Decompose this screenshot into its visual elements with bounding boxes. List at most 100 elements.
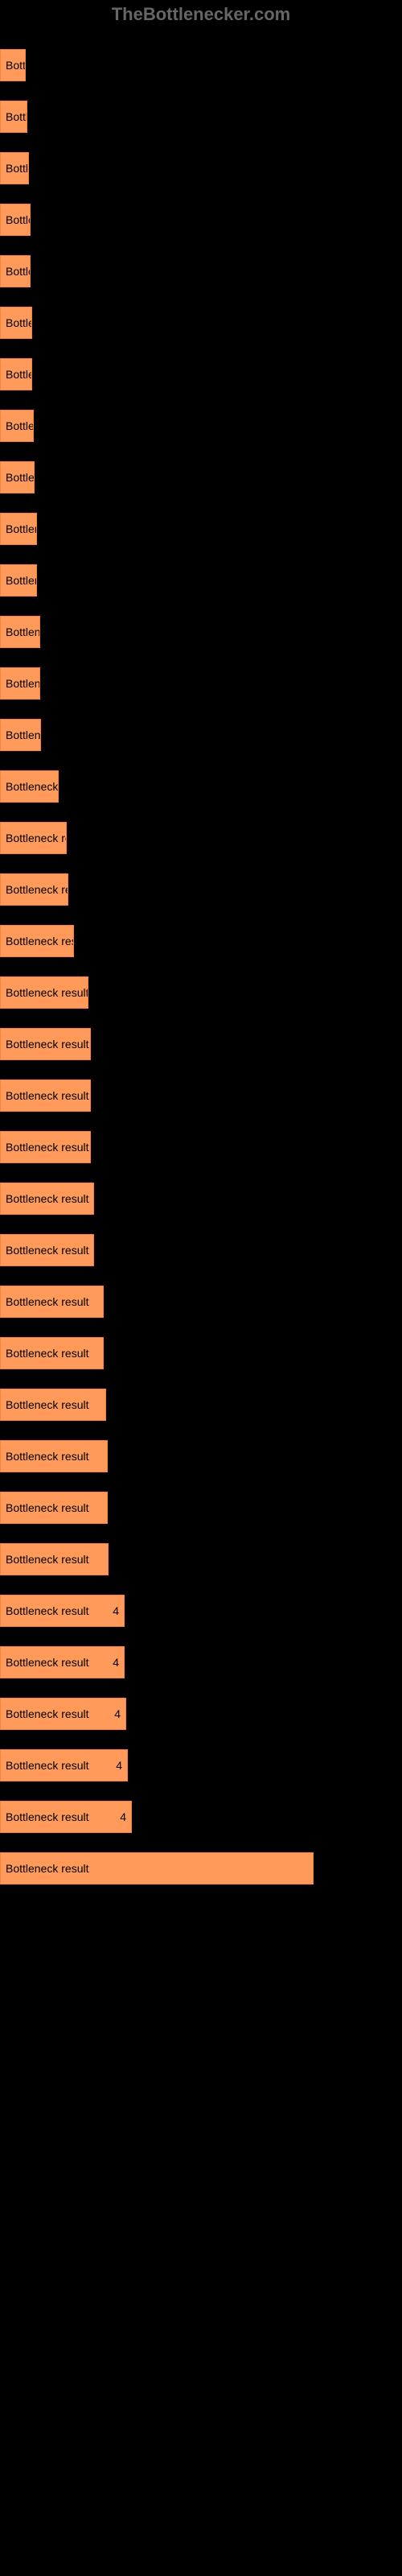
bar-value: 4: [113, 1656, 119, 1669]
bottleneck-bar: Bottleneck result4: [0, 1749, 128, 1781]
bar-label: Bottleneck result: [6, 1244, 89, 1257]
bar-wrapper: Bottleneck result: [0, 616, 402, 648]
bottleneck-bar: Bottleneck result: [0, 770, 59, 803]
bar-wrapper: Bottleneck result: [0, 564, 402, 597]
bottleneck-chart: Bottleneck result Bottleneck result Bottle…: [0, 49, 402, 1885]
bar-wrapper: Bottleneck result 4: [0, 1595, 402, 1627]
bar-wrapper: Bottleneck result 4: [0, 1646, 402, 1678]
bar-row: Bottleneck result: [0, 1234, 402, 1266]
bottleneck-bar: Bottleneck result: [0, 1543, 109, 1575]
bar-row: Bottleneck result: [0, 873, 402, 906]
bar-label: Bottleneck result: [6, 1604, 89, 1617]
bar-row: Bottleneck result: [0, 1131, 402, 1163]
bar-label: Bottleneck result: [6, 625, 39, 638]
bar-wrapper: Bottleneck result: [0, 667, 402, 700]
bar-wrapper: Bottleneck result: [0, 873, 402, 906]
bar-row: Bottleneck result4: [0, 1749, 402, 1781]
bar-label: Bottleneck result: [6, 986, 88, 999]
bottleneck-bar: Bottleneck result: [0, 1183, 94, 1215]
bottleneck-bar: Bottleneck result: [0, 1492, 108, 1524]
bar-wrapper: Bottleneck result: [0, 1183, 402, 1215]
bottleneck-bar: Bottleneck result: [0, 1337, 104, 1369]
bar-label: Bottleneck result: [6, 1347, 89, 1360]
bar-row: Bottleneck result: [0, 1440, 402, 1472]
bar-label: Bottleneck result: [6, 574, 36, 587]
bar-wrapper: Bottleneck result4: [0, 1801, 402, 1833]
bar-row: Bottleneck result: [0, 358, 402, 390]
bar-label: Bottleneck result: [6, 1810, 89, 1823]
bottleneck-bar: Bottleneck result: [0, 513, 37, 545]
bar-row: Bottleneck result: [0, 1183, 402, 1215]
bottleneck-bar: Bottleneck result: [0, 1234, 94, 1266]
bar-row: Bottleneck result: [0, 564, 402, 597]
bottleneck-bar: Bottleneck result4: [0, 1698, 126, 1730]
bar-wrapper: Bottleneck result: [0, 1080, 402, 1112]
bottleneck-bar: Bottleneck result: [0, 1080, 91, 1112]
bar-row: Bottleneck result: [0, 1543, 402, 1575]
bar-row: Bottleneck result: [0, 1080, 402, 1112]
bottleneck-bar: Bottleneck result: [0, 719, 41, 751]
bar-row: Bottleneck result: [0, 1852, 402, 1885]
bar-label: Bottleneck result: [6, 522, 36, 535]
bottleneck-bar: Bottleneck result: [0, 358, 32, 390]
bar-wrapper: Bottleneck result: [0, 822, 402, 854]
site-header: TheBottlenecker.com: [0, 4, 402, 25]
bottleneck-bar: Bottleneck result: [0, 101, 27, 133]
bar-row: Bottleneck result: [0, 1389, 402, 1421]
bar-row: Bottleneck result: [0, 101, 402, 133]
bottleneck-bar: Bottleneck result: [0, 616, 40, 648]
bar-label: Bottleneck result: [6, 1089, 89, 1102]
bar-label: Bottleneck result: [6, 1656, 89, 1669]
bar-row: Bottleneck result: [0, 152, 402, 184]
bar-row: Bottleneck result: [0, 976, 402, 1009]
bar-row: Bottleneck result: [0, 461, 402, 493]
bar-label: Bottleneck result: [6, 1553, 89, 1566]
bottleneck-bar: Bottleneck result: [0, 410, 34, 442]
bar-row: Bottleneck result: [0, 925, 402, 957]
bottleneck-bar: Bottleneck result: [0, 1286, 104, 1318]
bottleneck-bar: Bottleneck result: [0, 564, 37, 597]
bar-wrapper: Bottleneck result4: [0, 1698, 402, 1730]
bar-label: Bottleneck result: [6, 1707, 89, 1720]
bottleneck-bar: Bottleneck result: [0, 204, 31, 236]
bottleneck-bar: Bottleneck result: [0, 873, 68, 906]
bar-row: Bottleneck result: [0, 616, 402, 648]
bottleneck-bar: Bottleneck result: [0, 1028, 91, 1060]
bar-label: Bottleneck result: [6, 471, 34, 484]
bar-wrapper: Bottleneck result: [0, 1286, 402, 1318]
bar-wrapper: Bottleneck result: [0, 1131, 402, 1163]
bottleneck-bar: Bottleneck result: [0, 49, 26, 81]
bar-wrapper: Bottleneck result: [0, 152, 402, 184]
bar-row: Bottleneck result: [0, 513, 402, 545]
bar-row: Bottleneck result: [0, 410, 402, 442]
bar-row: Bottleneck result: [0, 719, 402, 751]
bar-row: Bottleneck result: [0, 49, 402, 81]
bar-label: Bottleneck result: [6, 419, 33, 432]
bar-label: Bottleneck result: [6, 368, 31, 381]
bar-wrapper: Bottleneck result4: [0, 1749, 402, 1781]
bar-wrapper: Bottleneck result: [0, 1389, 402, 1421]
bar-label: Bottleneck result: [6, 832, 66, 844]
bar-row: Bottleneck result: [0, 1028, 402, 1060]
bar-row: Bottleneck result4: [0, 1801, 402, 1833]
bar-wrapper: Bottleneck result: [0, 255, 402, 287]
bar-label: Bottleneck result: [6, 1295, 89, 1308]
bottleneck-bar: Bottleneck result 4: [0, 1595, 125, 1627]
bar-row: Bottleneck result 4: [0, 1595, 402, 1627]
bar-wrapper: Bottleneck result: [0, 1492, 402, 1524]
bottleneck-bar: Bottleneck result: [0, 1440, 108, 1472]
bar-wrapper: Bottleneck result: [0, 1234, 402, 1266]
bottleneck-bar: Bottleneck result 4: [0, 1646, 125, 1678]
bar-row: Bottleneck result: [0, 255, 402, 287]
bar-label: Bottleneck result: [6, 265, 30, 278]
bar-wrapper: Bottleneck result: [0, 1852, 402, 1885]
bar-value: 4: [113, 1604, 119, 1617]
bar-wrapper: Bottleneck result: [0, 461, 402, 493]
bottleneck-bar: Bottleneck result: [0, 461, 35, 493]
bar-row: Bottleneck result 4: [0, 1646, 402, 1678]
bar-row: Bottleneck result: [0, 667, 402, 700]
bar-row: Bottleneck result: [0, 822, 402, 854]
bar-wrapper: Bottleneck result: [0, 307, 402, 339]
bar-label: Bottleneck result: [6, 1141, 89, 1154]
bottleneck-bar: Bottleneck result: [0, 1131, 91, 1163]
